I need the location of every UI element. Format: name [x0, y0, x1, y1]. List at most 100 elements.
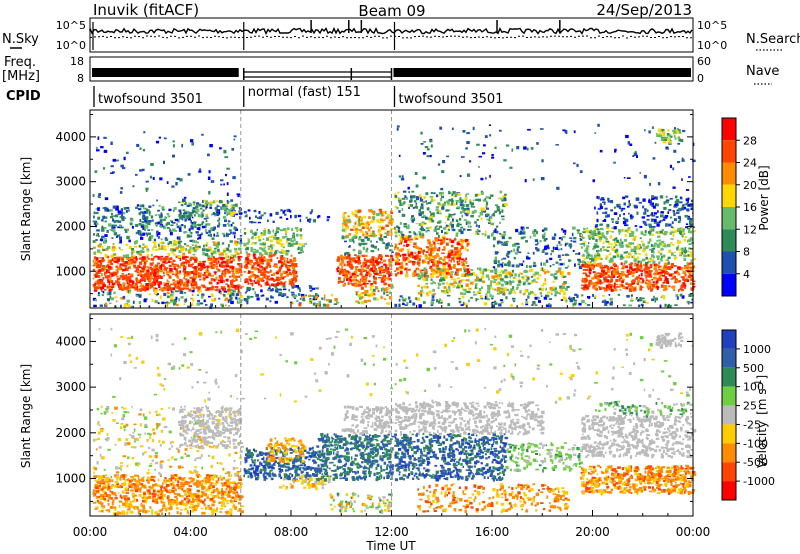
heatmap-cell [251, 232, 256, 235]
heatmap-cell [400, 264, 404, 268]
heatmap-cell [143, 263, 147, 267]
heatmap-cell [223, 269, 226, 272]
heatmap-cell [373, 257, 377, 259]
heatmap-cell [630, 262, 633, 265]
heatmap-cell [189, 246, 192, 250]
heatmap-cell [364, 263, 367, 267]
heatmap-cell [274, 250, 277, 254]
heatmap-cell [425, 200, 427, 203]
heatmap-cell [291, 243, 295, 246]
heatmap-cell [352, 283, 356, 287]
heatmap-cell [608, 230, 612, 232]
heatmap-cell [142, 214, 146, 217]
heatmap-cell [140, 211, 142, 214]
heatmap-cell [443, 256, 447, 259]
heatmap-cell [275, 211, 279, 215]
heatmap-cell [673, 289, 675, 291]
heatmap-cell [268, 236, 272, 238]
heatmap-cell [151, 219, 154, 222]
heatmap-cell [489, 269, 494, 273]
heatmap-cell [666, 272, 670, 275]
heatmap-cell [452, 191, 456, 195]
heatmap-cell [180, 296, 184, 299]
heatmap-cell [282, 282, 286, 285]
heatmap-cell [184, 274, 188, 277]
heatmap-cell [491, 287, 494, 291]
heatmap-cell [153, 278, 156, 282]
heatmap-cell [368, 216, 371, 219]
heatmap-cell [101, 294, 104, 297]
heatmap-cell [408, 231, 412, 234]
heatmap-cell [651, 233, 655, 236]
heatmap-cell [299, 251, 303, 254]
heatmap-cell [440, 191, 444, 195]
heatmap-cell [355, 274, 359, 277]
heatmap-cell [608, 276, 613, 278]
heatmap-cell [173, 253, 176, 256]
heatmap-cell [395, 262, 397, 266]
heatmap-cell [385, 291, 389, 294]
heatmap-cell [454, 273, 457, 276]
heatmap-cell [110, 172, 114, 174]
heatmap-cell [173, 206, 177, 210]
heatmap-cell [533, 293, 537, 296]
heatmap-cell [99, 238, 104, 241]
heatmap-cell [495, 274, 499, 278]
heatmap-cell [677, 215, 681, 219]
heatmap-cell [226, 204, 228, 208]
heatmap-cell [430, 213, 432, 217]
heatmap-cell [587, 235, 590, 237]
heatmap-cell [446, 238, 449, 241]
heatmap-cell [376, 287, 379, 290]
heatmap-cell [263, 250, 266, 253]
heatmap-cell [620, 274, 623, 278]
heatmap-cell [592, 238, 595, 240]
heatmap-cell [201, 133, 204, 136]
heatmap-cell [463, 267, 465, 270]
heatmap-cell [613, 282, 616, 286]
heatmap-cell [139, 252, 142, 255]
heatmap-cell [537, 242, 539, 245]
heatmap-cell [299, 246, 303, 250]
heatmap-cell [115, 260, 117, 262]
heatmap-cell [143, 298, 147, 303]
heatmap-cell [194, 244, 198, 247]
heatmap-cell [437, 209, 441, 213]
heatmap-cell [243, 227, 246, 230]
heatmap-cell [436, 272, 440, 275]
heatmap-cell [482, 271, 485, 275]
heatmap-cell [337, 280, 340, 284]
heatmap-cell [245, 214, 248, 218]
heatmap-cell [289, 272, 292, 276]
heatmap-cell [557, 269, 561, 273]
heatmap-cell [223, 279, 225, 283]
heatmap-cell [602, 241, 605, 244]
heatmap-cell [687, 250, 689, 253]
heatmap-cell [587, 284, 591, 288]
heatmap-cell [126, 258, 129, 261]
heatmap-cell [282, 243, 285, 245]
heatmap-cell [161, 206, 165, 210]
heatmap-cell [220, 256, 224, 261]
heatmap-cell [549, 257, 553, 261]
heatmap-cell [431, 248, 436, 252]
heatmap-cell [619, 283, 623, 287]
heatmap-cell [163, 283, 167, 287]
heatmap-cell [599, 203, 602, 207]
heatmap-cell [448, 199, 452, 202]
heatmap-cell [566, 285, 570, 288]
heatmap-cell [394, 245, 397, 249]
heatmap-cell [639, 288, 643, 291]
heatmap-cell [179, 211, 182, 216]
heatmap-cell [254, 233, 257, 236]
heatmap-cell [237, 255, 241, 259]
heatmap-cell [399, 270, 403, 275]
heatmap-cell [626, 205, 630, 208]
heatmap-cell [139, 147, 142, 150]
heatmap-cell [634, 225, 638, 227]
heatmap-cell [674, 281, 678, 284]
heatmap-cell [616, 286, 620, 288]
freq-label: Freq. [4, 55, 36, 70]
heatmap-cell [190, 302, 194, 306]
heatmap-cell [684, 235, 688, 239]
